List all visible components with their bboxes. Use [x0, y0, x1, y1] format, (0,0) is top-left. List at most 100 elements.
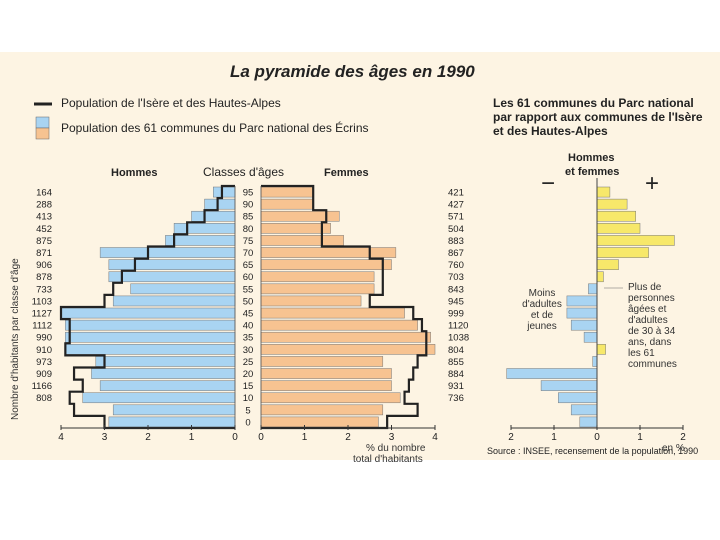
count-right-15: 884 [448, 369, 464, 380]
bar-hommes-15 [99, 380, 236, 391]
count-right-0: 421 [448, 188, 464, 199]
right-header-2: et femmes [565, 166, 620, 178]
tick-label-hommes-0: 0 [232, 432, 238, 443]
bar-femmes-5 [260, 404, 384, 416]
tick-label-diff-3: 1 [637, 432, 643, 443]
annot-more-5: de 30 à 34 [628, 326, 676, 337]
count-left-0: 164 [36, 188, 52, 199]
header-femmes: Femmes [324, 167, 369, 179]
tick-label-hommes-2: 2 [145, 432, 151, 443]
count-left-6: 906 [36, 260, 52, 271]
bar-hommes-55 [130, 283, 236, 295]
count-right-3: 504 [448, 224, 464, 235]
bar-femmes-70 [260, 247, 397, 258]
count-right-10: 999 [448, 309, 464, 320]
count-right-17: 736 [448, 393, 464, 404]
age-label-75: 75 [243, 236, 254, 247]
bar-hommes-80 [173, 223, 236, 234]
bar-diff-35 [583, 331, 598, 343]
count-left-5: 871 [36, 248, 52, 259]
bar-femmes-45 [260, 307, 405, 319]
bar-hommes-5 [112, 404, 236, 416]
count-right-8: 843 [448, 284, 464, 295]
bar-diff-5 [570, 404, 598, 416]
count-right-14: 855 [448, 357, 464, 368]
age-label-15: 15 [243, 381, 254, 392]
age-label-10: 10 [243, 393, 254, 404]
bar-femmes-30 [260, 344, 436, 355]
bar-femmes-55 [260, 283, 375, 295]
bar-femmes-0 [260, 416, 379, 428]
tick-label-hommes-1: 1 [189, 432, 195, 443]
bar-diff-85 [596, 210, 636, 222]
tick-label-diff-0: 2 [508, 432, 514, 443]
bar-femmes-40 [260, 319, 418, 331]
count-right-12: 1038 [448, 333, 469, 344]
bar-diff-20 [506, 368, 598, 379]
header-hommes: Hommes [111, 167, 158, 179]
age-label-40: 40 [243, 321, 254, 332]
count-left-16: 1166 [32, 381, 52, 392]
bar-femmes-90 [260, 198, 314, 210]
age-label-70: 70 [243, 248, 254, 259]
bar-diff-0 [579, 416, 598, 428]
count-right-16: 931 [448, 381, 464, 392]
count-right-9: 945 [448, 296, 464, 307]
annot-more-7: les 61 [628, 348, 655, 359]
bar-hommes-35 [65, 331, 236, 343]
age-label-55: 55 [243, 284, 254, 295]
age-label-45: 45 [243, 309, 254, 320]
count-left-9: 1103 [32, 296, 52, 307]
bar-diff-75 [596, 235, 675, 246]
right-title: Les 61 communes du Parc national par rap… [493, 96, 703, 138]
age-label-90: 90 [243, 200, 254, 211]
bar-diff-50 [566, 295, 598, 307]
annotation-less: Moins d'adultes et de jeunes [520, 288, 564, 332]
annot-more-3: âgées et [628, 304, 667, 315]
count-right-4: 883 [448, 236, 464, 247]
bar-femmes-10 [260, 392, 401, 404]
count-right-5: 867 [448, 248, 464, 259]
annot-more-6: ans, dans [628, 337, 672, 348]
chart-title: La pyramide des âges en 1990 [230, 62, 475, 81]
age-label-80: 80 [243, 224, 254, 235]
count-right-2: 571 [448, 212, 464, 223]
series-line-hommes [59, 184, 235, 430]
bar-diff-30 [596, 344, 606, 355]
tick-label-diff-4: 2 [680, 432, 686, 443]
bar-diff-45 [566, 307, 598, 319]
bar-femmes-80 [260, 223, 331, 234]
bar-diff-40 [570, 319, 598, 331]
tick-label-hommes-4: 4 [58, 432, 64, 443]
age-label-60: 60 [243, 272, 254, 283]
annot-less-2: d'adultes [522, 299, 562, 310]
bar-femmes-15 [260, 380, 392, 391]
tick-label-femmes-3: 3 [389, 432, 395, 443]
count-left-7: 878 [36, 272, 52, 283]
bar-femmes-25 [260, 356, 384, 367]
right-header-1: Hommes [568, 152, 615, 164]
count-left-14: 973 [36, 357, 52, 368]
bar-diff-65 [596, 259, 619, 270]
bar-hommes-40 [65, 319, 236, 331]
bar-diff-70 [596, 247, 649, 258]
age-label-20: 20 [243, 369, 254, 380]
bar-hommes-85 [191, 210, 236, 222]
tick-label-hommes-3: 3 [102, 432, 108, 443]
count-left-12: 990 [36, 333, 52, 344]
bar-femmes-85 [260, 210, 340, 222]
count-right-13: 804 [448, 345, 464, 356]
bar-hommes-70 [99, 247, 236, 258]
bar-diff-55 [588, 283, 598, 295]
annot-more-1: Plus de [628, 282, 662, 293]
bar-diff-25 [592, 356, 598, 367]
bar-diff-15 [540, 380, 598, 391]
bar-diff-60 [596, 271, 604, 283]
pct-label-1: % du nombre [366, 443, 426, 454]
count-left-8: 733 [36, 284, 52, 295]
count-left-10: 1127 [32, 309, 52, 320]
count-right-11: 1120 [448, 321, 468, 332]
bar-femmes-50 [260, 295, 362, 307]
